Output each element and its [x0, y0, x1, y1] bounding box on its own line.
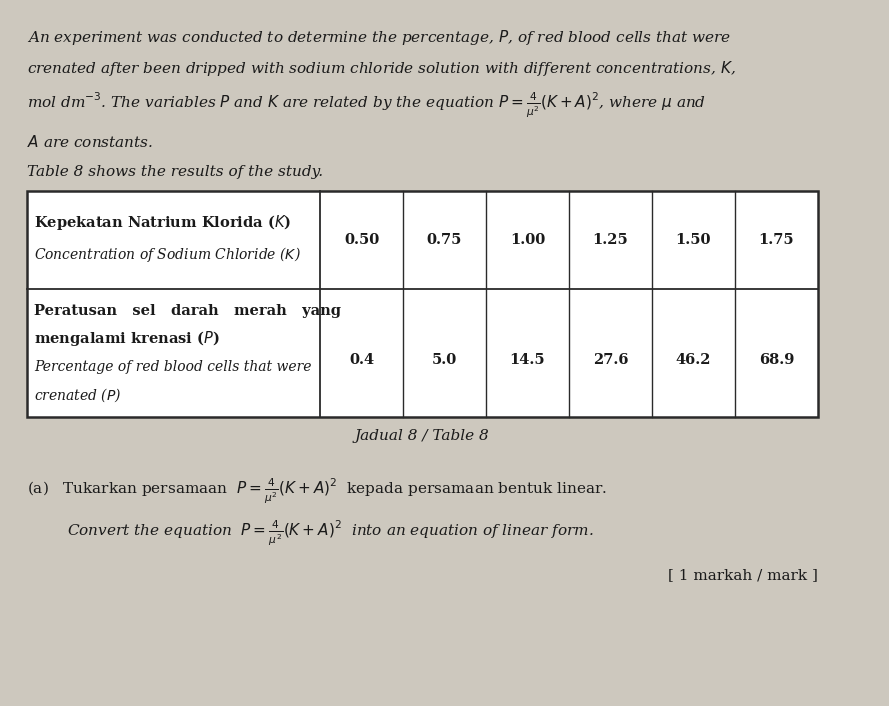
Text: Kepekatan Natrium Klorida ($K$): Kepekatan Natrium Klorida ($K$)	[34, 213, 291, 232]
Text: Table 8 shows the results of the study.: Table 8 shows the results of the study.	[27, 165, 323, 179]
Text: mol dm$^{-3}$. The variables $P$ and $K$ are related by the equation $P = \frac{: mol dm$^{-3}$. The variables $P$ and $K$…	[27, 90, 706, 120]
Text: Concentration of Sodium Chloride ($K$): Concentration of Sodium Chloride ($K$)	[34, 245, 300, 263]
Text: 0.4: 0.4	[349, 353, 374, 367]
Text: 46.2: 46.2	[676, 353, 711, 367]
Text: crenated ($P$): crenated ($P$)	[34, 386, 121, 405]
Text: (a)   Tukarkan persamaan  $P = \frac{4}{\mu^2}(K + A)^2$  kepada persamaan bentu: (a) Tukarkan persamaan $P = \frac{4}{\mu…	[27, 477, 606, 506]
Text: 1.75: 1.75	[758, 233, 794, 247]
Text: 27.6: 27.6	[593, 353, 629, 367]
Text: Percentage of red blood cells that were: Percentage of red blood cells that were	[34, 360, 311, 374]
Text: Peratusan   sel   darah   merah   yang: Peratusan sel darah merah yang	[34, 304, 340, 318]
Text: 1.25: 1.25	[593, 233, 629, 247]
Text: $A$ are constants.: $A$ are constants.	[27, 134, 153, 150]
Text: Jadual 8 / Table 8: Jadual 8 / Table 8	[355, 429, 490, 443]
Bar	[27, 191, 818, 417]
Text: crenated after been dripped with sodium chloride solution with different concent: crenated after been dripped with sodium …	[27, 59, 735, 78]
Text: 0.50: 0.50	[344, 233, 379, 247]
Text: 5.0: 5.0	[432, 353, 457, 367]
Text: 68.9: 68.9	[758, 353, 794, 367]
Text: 1.00: 1.00	[510, 233, 545, 247]
Text: Convert the equation  $P = \frac{4}{\mu^2}(K + A)^2$  into an equation of linear: Convert the equation $P = \frac{4}{\mu^2…	[67, 519, 594, 549]
Text: An experiment was conducted to determine the percentage, $P$, of red blood cells: An experiment was conducted to determine…	[27, 28, 731, 47]
Text: mengalami krenasi ($P$): mengalami krenasi ($P$)	[34, 330, 220, 348]
Text: 1.50: 1.50	[676, 233, 711, 247]
Bar	[27, 191, 818, 417]
Text: 0.75: 0.75	[427, 233, 462, 247]
Text: [ 1 markah / mark ]: [ 1 markah / mark ]	[668, 568, 818, 582]
Text: 14.5: 14.5	[509, 353, 545, 367]
